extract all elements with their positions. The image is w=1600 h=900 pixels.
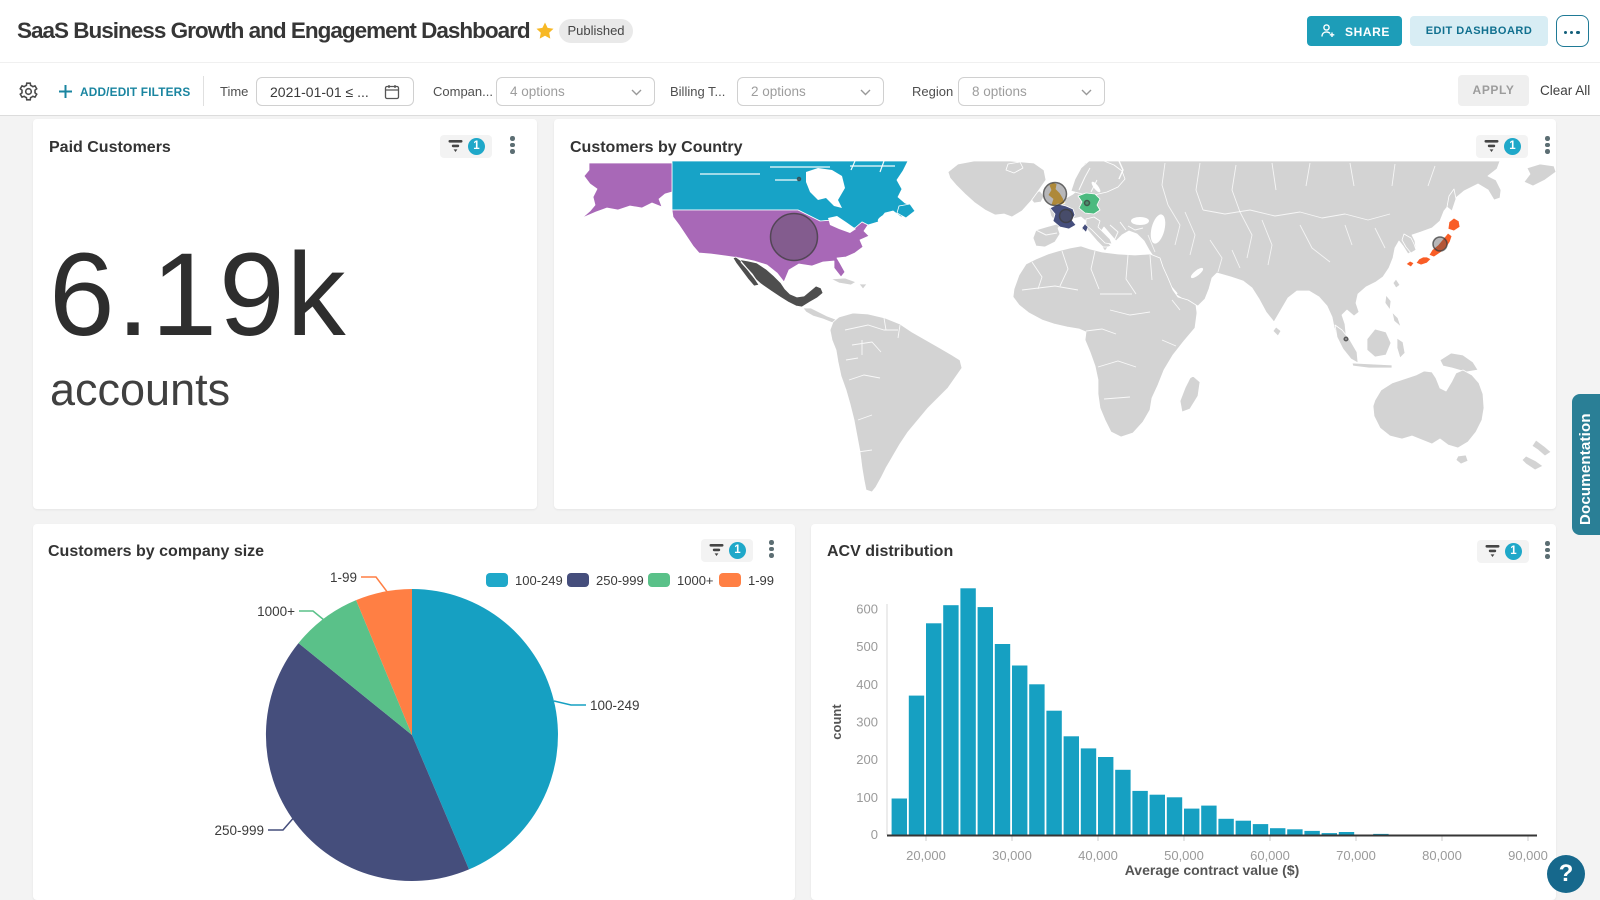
- svg-text:20,000: 20,000: [906, 848, 946, 863]
- svg-text:0: 0: [871, 827, 878, 842]
- svg-text:1000+: 1000+: [677, 573, 714, 588]
- svg-text:Average contract value ($): Average contract value ($): [1125, 862, 1300, 878]
- svg-text:60,000: 60,000: [1250, 848, 1290, 863]
- svg-text:400: 400: [856, 677, 878, 692]
- svg-text:30,000: 30,000: [992, 848, 1032, 863]
- svg-text:250-999: 250-999: [214, 823, 264, 838]
- svg-text:1000+: 1000+: [257, 604, 295, 619]
- svg-text:100: 100: [856, 790, 878, 805]
- svg-text:count: count: [829, 704, 844, 740]
- svg-text:90,000: 90,000: [1508, 848, 1548, 863]
- svg-text:500: 500: [856, 639, 878, 654]
- svg-text:200: 200: [856, 752, 878, 767]
- svg-text:100-249: 100-249: [590, 698, 640, 713]
- svg-text:40,000: 40,000: [1078, 848, 1118, 863]
- svg-text:50,000: 50,000: [1164, 848, 1204, 863]
- svg-text:300: 300: [856, 715, 878, 730]
- svg-text:600: 600: [856, 602, 878, 617]
- svg-text:80,000: 80,000: [1422, 848, 1462, 863]
- svg-text:250-999: 250-999: [596, 573, 644, 588]
- svg-text:100-249: 100-249: [515, 573, 563, 588]
- svg-text:1-99: 1-99: [748, 573, 774, 588]
- svg-text:70,000: 70,000: [1336, 848, 1376, 863]
- svg-text:1-99: 1-99: [330, 570, 357, 585]
